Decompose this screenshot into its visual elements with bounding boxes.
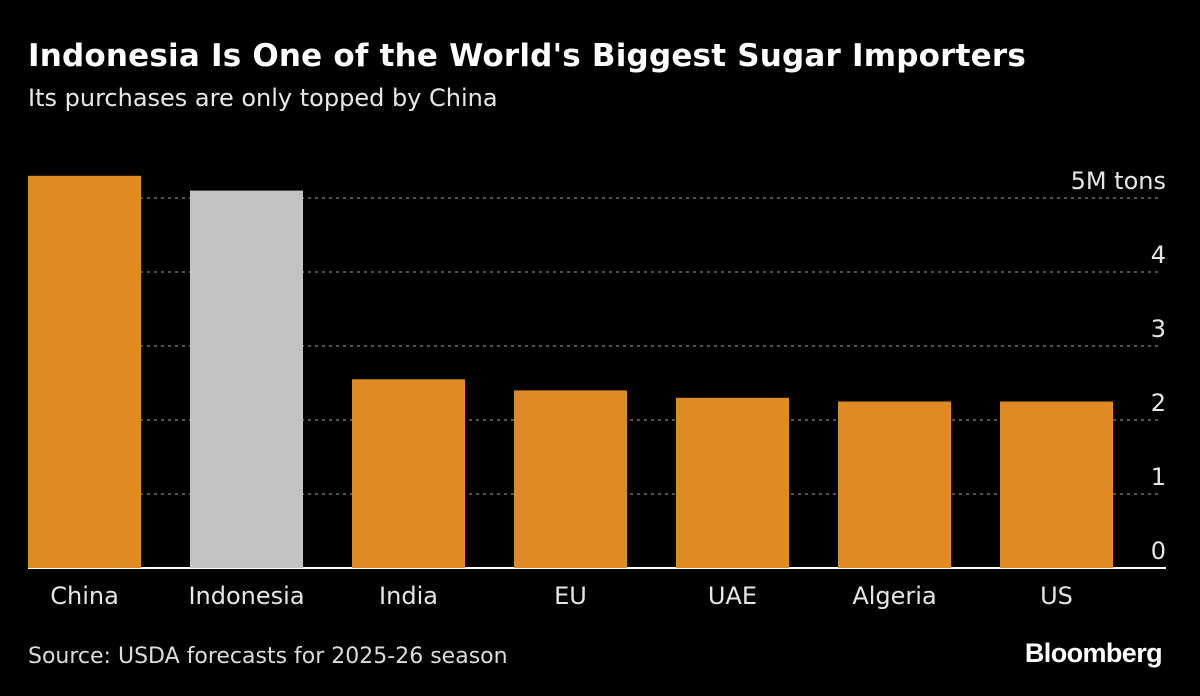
source-note: Source: USDA forecasts for 2025-26 seaso… xyxy=(28,644,508,669)
category-label-uae: UAE xyxy=(708,582,757,610)
chart-title: Indonesia Is One of the World's Biggest … xyxy=(28,38,1027,74)
category-label-algeria: Algeria xyxy=(852,582,936,610)
y-tick-label-1: 1 xyxy=(1151,463,1166,491)
chart-subtitle: Its purchases are only topped by China xyxy=(28,84,498,112)
category-label-india: India xyxy=(379,582,438,610)
category-label-china: China xyxy=(50,582,119,610)
category-label-us: US xyxy=(1040,582,1073,610)
bar-eu xyxy=(514,390,627,568)
y-tick-label-3: 3 xyxy=(1151,315,1166,343)
bars xyxy=(28,175,1113,569)
y-tick-label-4: 4 xyxy=(1151,241,1166,269)
y-tick-label-0: 0 xyxy=(1151,537,1166,565)
y-axis-ticks: 0 1 2 3 4 5M tons xyxy=(1071,167,1166,565)
category-label-indonesia: Indonesia xyxy=(188,582,304,610)
y-tick-label-5: 5M tons xyxy=(1071,167,1166,195)
bloomberg-logo: Bloomberg xyxy=(1024,638,1163,668)
bar-us xyxy=(1000,401,1113,568)
y-tick-label-2: 2 xyxy=(1151,389,1166,417)
bar-india xyxy=(352,379,465,568)
bar-indonesia xyxy=(190,190,303,568)
bar-china xyxy=(28,175,141,569)
category-label-eu: EU xyxy=(554,582,587,610)
bar-algeria xyxy=(838,401,951,568)
x-axis-categories: China Indonesia India EU UAE Algeria US xyxy=(50,582,1073,610)
bar-uae xyxy=(676,397,789,568)
